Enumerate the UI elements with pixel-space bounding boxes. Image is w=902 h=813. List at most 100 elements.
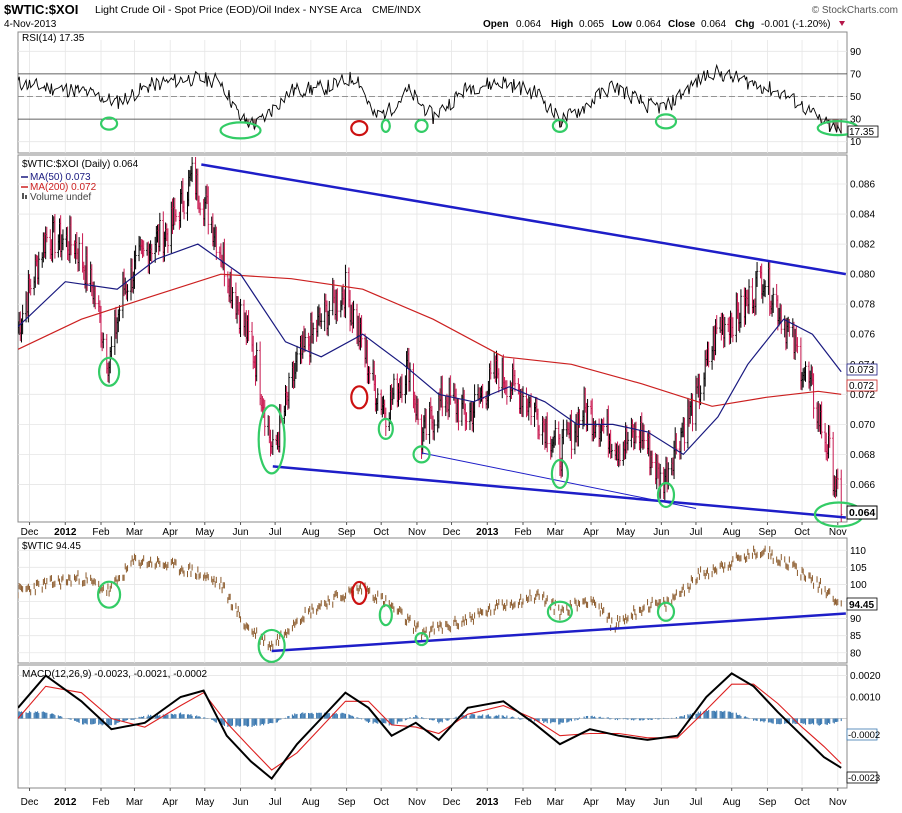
- price-trendline-0: [201, 163, 847, 276]
- highlight-ellipse-2: [350, 120, 369, 137]
- x-tick-label-8: Aug: [302, 527, 320, 538]
- rsi-legend: RSI(14) 17.35: [22, 33, 85, 44]
- x-tick-label-7: Jul: [269, 797, 282, 808]
- rsi-legend-text: RSI(14) 17.35: [22, 33, 85, 44]
- x-tick-label-23: Nov: [829, 527, 847, 538]
- x-tick-label-6: Jun: [232, 527, 248, 538]
- highlight-ellipse-21: [546, 600, 574, 623]
- macd-legend: MACD(12,26,9) -0.0023, -0.0021, -0.0002: [22, 669, 208, 680]
- x-tick-label-13: 2013: [476, 527, 499, 538]
- x-tick-label-5: May: [195, 797, 214, 808]
- wtic-last-value: 94.45: [849, 600, 874, 611]
- wtic-panel: [17, 537, 848, 664]
- x-tick-label-17: May: [616, 527, 635, 538]
- wtic-legend: $WTIC 94.45: [22, 541, 81, 552]
- wtic-y-tick-5: 85: [850, 631, 862, 642]
- price-y-tick-1: 0.084: [850, 210, 875, 221]
- rsi-panel: [17, 31, 848, 154]
- rsi-last-value: 17.35: [849, 127, 874, 138]
- x-tick-label-23: Nov: [829, 797, 847, 808]
- highlight-ellipse-5: [551, 118, 569, 133]
- x-tick-label-9: Sep: [338, 527, 356, 538]
- price-legend: $WTIC:$XOI (Daily) 0.064 MA(50) 0.073 MA…: [21, 159, 139, 203]
- wtic-legend-text: $WTIC 94.45: [22, 541, 81, 552]
- x-tick-label-11: Nov: [408, 527, 426, 538]
- x-axis-macd: Dec 2012 Feb Mar Apr May Jun Jul Aug Sep Oct Nov Dec…: [21, 788, 847, 808]
- macd-panel: [17, 664, 848, 789]
- rsi-y-tick-0: 90: [850, 47, 862, 58]
- volume-swatch: [22, 193, 24, 199]
- price-y-tick-10: 0.066: [850, 480, 875, 491]
- highlight-ellipse-6: [654, 113, 678, 130]
- x-tick-label-15: Mar: [547, 797, 565, 808]
- open-label: Open: [483, 19, 509, 30]
- rsi-value-tag: 17.35: [847, 125, 879, 138]
- wtic-y-tick-2: 100: [850, 580, 867, 591]
- low-value: 0.064: [636, 19, 661, 30]
- ma50-tag: 0.073: [849, 365, 874, 376]
- macd-line-tag: -0.0023: [848, 773, 880, 784]
- x-tick-label-13: 2013: [476, 797, 499, 808]
- exchange-label: CME/INDX: [372, 5, 421, 16]
- price-trendline-1: [272, 465, 846, 519]
- highlight-ellipse-20: [414, 631, 429, 647]
- price-value-tags: 0.073 0.072 0.064: [846, 363, 878, 520]
- wtic-value-tag: 94.45: [846, 597, 878, 611]
- symbol-description: Light Crude Oil - Spot Price (EOD)/Oil I…: [95, 4, 362, 16]
- chg-label: Chg: [735, 19, 754, 30]
- close-value: 0.064: [701, 19, 726, 30]
- highlight-ellipse-16: [96, 580, 122, 609]
- volume-swatch-2: [25, 195, 27, 199]
- wtic-series: [18, 545, 846, 653]
- header-date: 4-Nov-2013: [4, 19, 57, 30]
- highlight-ellipse-0: [99, 116, 119, 131]
- x-tick-label-16: Apr: [583, 797, 599, 808]
- macd-value-tags: -0.0002 -0.0023: [846, 728, 880, 784]
- rsi-y-tick-1: 70: [850, 69, 862, 80]
- highlight-ellipse-14: [656, 481, 676, 509]
- macd-series: [18, 672, 842, 781]
- x-tick-label-21: Sep: [759, 797, 777, 808]
- x-tick-label-20: Aug: [723, 797, 741, 808]
- price-y-tick-3: 0.080: [850, 270, 875, 281]
- x-tick-label-19: Jul: [690, 797, 703, 808]
- x-tick-label-15: Mar: [547, 527, 565, 538]
- rsi-y-tick-3: 30: [850, 115, 862, 126]
- ohlc-readout: Open 0.064 High 0.065 Low 0.064 Close 0.…: [483, 19, 845, 30]
- x-tick-label-14: Feb: [514, 527, 532, 538]
- ma50-legend: MA(50) 0.073: [30, 172, 91, 183]
- x-tick-label-10: Oct: [373, 527, 389, 538]
- highlight-ellipse-13: [550, 458, 570, 490]
- x-tick-label-16: Apr: [583, 527, 599, 538]
- x-tick-label-0: Dec: [21, 797, 39, 808]
- high-label: High: [551, 19, 573, 30]
- wtic-trendline: [271, 612, 846, 653]
- x-tick-label-21: Sep: [759, 527, 777, 538]
- highlight-ellipse-18: [351, 580, 368, 606]
- low-label: Low: [612, 19, 632, 30]
- close-tag: 0.064: [849, 507, 875, 519]
- x-tick-label-22: Oct: [794, 797, 810, 808]
- highlight-ellipse-9: [257, 404, 286, 475]
- price-y-tick-9: 0.068: [850, 450, 875, 461]
- wtic-y-tick-1: 105: [850, 563, 867, 574]
- x-tick-label-3: Mar: [126, 797, 144, 808]
- volume-legend: Volume undef: [30, 192, 91, 203]
- wtic-y-tick-4: 90: [850, 614, 862, 625]
- watermark: © StockCharts.com: [812, 5, 898, 16]
- symbol-title: $WTIC:$XOI: [4, 2, 78, 17]
- rsi-y-tick-4: 10: [850, 137, 862, 148]
- wtic-y-tick-0: 110: [850, 546, 866, 557]
- price-y-tick-4: 0.078: [850, 300, 875, 311]
- highlight-ellipse-11: [377, 417, 394, 440]
- x-tick-label-5: May: [195, 527, 214, 538]
- macd-y-tick-0: 0.0020: [850, 671, 881, 682]
- close-label: Close: [668, 19, 696, 30]
- down-arrow-icon: [839, 21, 845, 26]
- x-tick-label-1: 2012: [54, 797, 77, 808]
- x-tick-label-10: Oct: [373, 797, 389, 808]
- price-series: [18, 157, 847, 522]
- highlight-ellipse-19: [378, 604, 393, 627]
- price-panel: [17, 154, 848, 523]
- ma50-line: [18, 243, 842, 456]
